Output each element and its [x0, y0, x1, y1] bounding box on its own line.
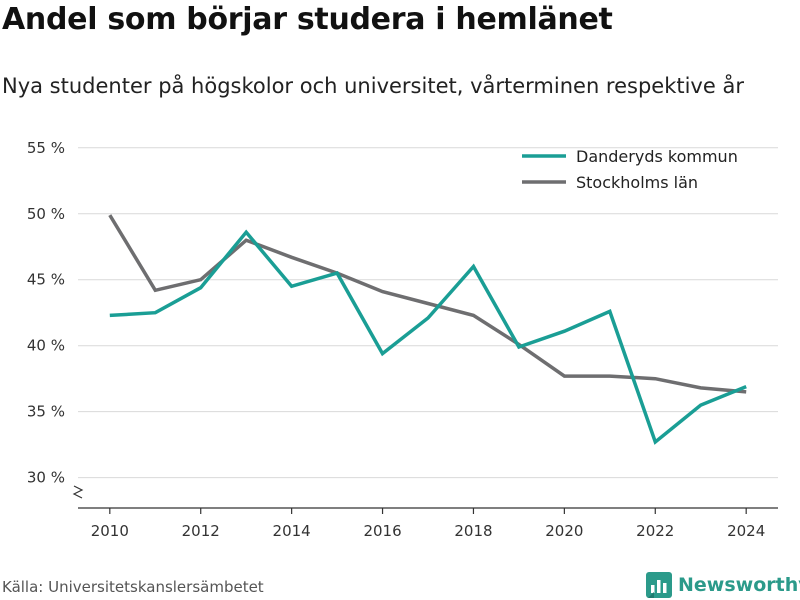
y-tick-label: 40 %	[27, 337, 65, 355]
x-tick-label: 2020	[545, 522, 583, 540]
brand-name: Newsworthy	[678, 574, 800, 596]
chart-subtitle: Nya studenter på högskolor och universit…	[2, 74, 744, 98]
series-line-0	[109, 229, 747, 445]
y-tick-label: 55 %	[27, 139, 65, 157]
y-tick-label: 45 %	[27, 271, 65, 289]
legend-label-1: Stockholms län	[576, 173, 698, 192]
y-tick-label: 30 %	[27, 469, 65, 487]
x-tick-label: 2012	[182, 522, 220, 540]
brand-logo: Newsworthy	[646, 570, 800, 600]
x-tick-label: 2010	[91, 522, 129, 540]
bar-chart-logo-icon	[646, 572, 672, 598]
y-tick-label: 35 %	[27, 403, 65, 421]
x-tick-label: 2014	[273, 522, 311, 540]
x-tick-label: 2024	[727, 522, 765, 540]
x-tick-label: 2018	[454, 522, 492, 540]
legend-label-0: Danderyds kommun	[576, 147, 738, 166]
x-tick-label: 2022	[636, 522, 674, 540]
x-tick-label: 2016	[363, 522, 401, 540]
y-tick-label: 50 %	[27, 205, 65, 223]
source-note: Källa: Universitetskanslersämbetet	[2, 578, 264, 596]
chart-title: Andel som börjar studera i hemlänet	[2, 2, 613, 37]
axis-break-icon	[72, 485, 84, 499]
series-line-1	[108, 214, 747, 394]
